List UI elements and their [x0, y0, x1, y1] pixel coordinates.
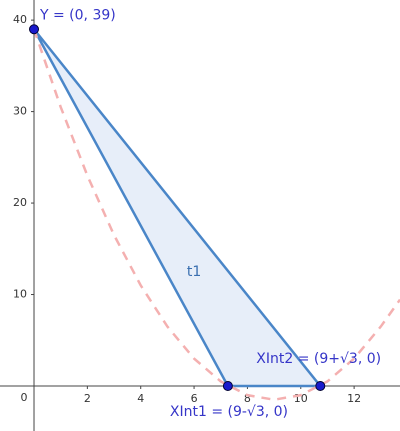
- point-label: Y = (0, 39): [39, 7, 116, 23]
- y-tick-label: 40: [13, 13, 27, 26]
- x-tick-label: 12: [347, 392, 361, 405]
- y-tick-label: 20: [13, 196, 27, 209]
- triangle: [32, 28, 323, 388]
- x-tick-label: 6: [191, 392, 198, 405]
- point: [29, 24, 40, 35]
- point: [222, 380, 233, 391]
- y-tick-label: 30: [13, 105, 27, 118]
- parabola: [32, 28, 400, 401]
- x-tick-label: 8: [244, 392, 251, 405]
- x-tick-label: 4: [137, 392, 144, 405]
- polygon-label: t1: [187, 264, 201, 280]
- y-tick-label: 10: [13, 288, 27, 301]
- point: [315, 380, 326, 391]
- point-label: XInt1 = (9-√3, 0): [170, 404, 288, 420]
- point-label: XInt2 = (9+√3, 0): [256, 351, 381, 367]
- x-tick-label: 0: [21, 391, 28, 404]
- x-tick-label: 2: [84, 392, 91, 405]
